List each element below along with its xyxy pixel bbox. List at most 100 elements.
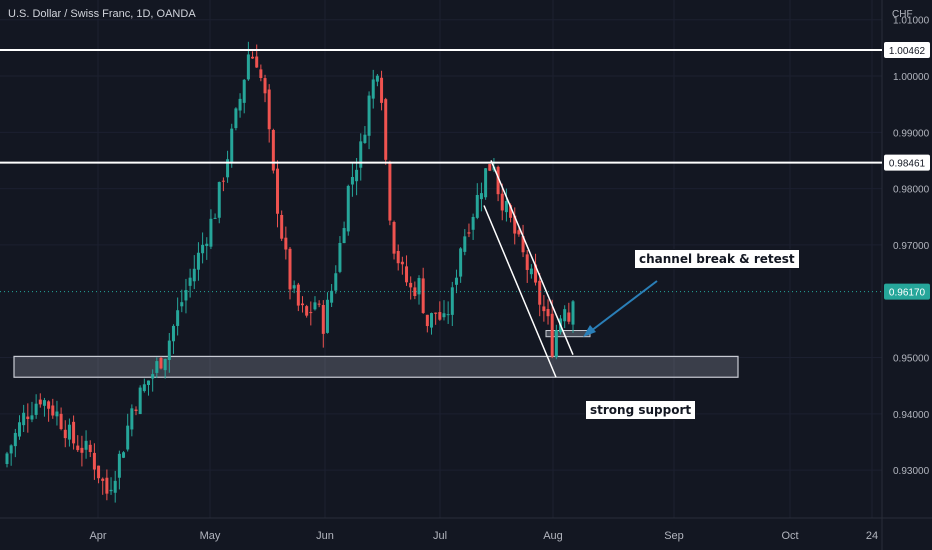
- candle-body: [17, 422, 21, 437]
- candle-body: [363, 134, 367, 143]
- candle-body: [571, 301, 575, 325]
- candle-body: [371, 79, 375, 99]
- candle-body: [446, 314, 450, 316]
- candle-body: [417, 278, 421, 295]
- candle-body: [380, 77, 384, 103]
- current-price-label: 0.96170: [889, 288, 926, 299]
- candle-body: [13, 432, 17, 447]
- chart-title: U.S. Dollar / Swiss Franc, 1D, OANDA: [8, 8, 196, 20]
- candle-body: [475, 194, 479, 218]
- channel-upper-line: [490, 160, 574, 356]
- candle-body: [484, 168, 488, 198]
- candle-body: [471, 216, 475, 230]
- candle-body: [546, 309, 550, 317]
- candle-body: [500, 193, 504, 211]
- candle-body: [176, 310, 180, 326]
- candle-body: [246, 54, 250, 80]
- candle-body: [276, 168, 280, 214]
- candle-body: [251, 56, 255, 59]
- candle-body: [147, 380, 150, 386]
- candle-body: [367, 95, 371, 136]
- candle-body: [42, 400, 46, 406]
- x-tick-label: Oct: [781, 530, 798, 542]
- candle-body: [405, 266, 409, 283]
- candle-body: [317, 303, 321, 305]
- candle-body: [300, 303, 304, 306]
- candle-body: [284, 237, 288, 250]
- candle-body: [305, 306, 309, 316]
- candle-body: [538, 280, 542, 305]
- candle-body: [263, 78, 267, 94]
- candle-body: [217, 182, 221, 218]
- candle-body: [346, 185, 350, 232]
- candle-body: [138, 387, 142, 415]
- candle-body: [338, 242, 342, 272]
- candle-body: [230, 128, 234, 162]
- candle-body: [375, 75, 379, 82]
- candle-body: [180, 302, 184, 307]
- candle-body: [496, 166, 500, 195]
- candle-body: [534, 264, 538, 283]
- candle-body: [88, 444, 92, 453]
- candle-body: [51, 405, 55, 416]
- candle-body: [109, 489, 113, 492]
- candle-body: [192, 268, 196, 282]
- y-tick-label: 0.98000: [893, 185, 930, 196]
- candle-body: [459, 248, 463, 277]
- candle-body: [238, 98, 242, 111]
- candle-body: [542, 306, 546, 312]
- y-tick-label: 1.00000: [893, 72, 930, 83]
- candle-body: [334, 273, 338, 291]
- y-tick-label: 0.94000: [893, 410, 930, 421]
- candle-body: [255, 56, 259, 68]
- candle-body: [509, 205, 513, 218]
- candle-body: [205, 243, 209, 246]
- currency-label: CHF: [892, 9, 913, 20]
- y-tick-label: 0.93000: [893, 466, 930, 477]
- x-tick-label: May: [200, 530, 221, 542]
- candle-body: [550, 313, 554, 357]
- candle-body: [134, 409, 138, 411]
- x-tick-label: Jul: [433, 530, 447, 542]
- x-tick-label: Sep: [664, 530, 684, 542]
- level-price-tag: [884, 154, 930, 171]
- candle-body: [554, 330, 558, 358]
- candle-body: [113, 480, 117, 493]
- y-tick-label: 0.95000: [893, 354, 930, 365]
- candle-body: [184, 290, 188, 301]
- candle-body: [359, 141, 363, 168]
- support-zone: [13, 355, 739, 378]
- candle-body: [413, 287, 417, 297]
- candle-body: [201, 244, 205, 254]
- candle-body: [63, 429, 67, 439]
- candle-body: [47, 401, 51, 409]
- candle-body: [30, 415, 34, 420]
- candle-body: [34, 403, 38, 415]
- candle-body: [234, 108, 238, 129]
- candle-body: [325, 299, 329, 333]
- candle-body: [454, 277, 458, 285]
- candle-body: [563, 309, 567, 322]
- annotation-arrow: [586, 280, 658, 335]
- candle-body: [196, 252, 200, 270]
- candle-body: [421, 278, 425, 313]
- candle-body: [296, 284, 300, 306]
- candle-body: [59, 413, 63, 430]
- candle-body: [384, 99, 388, 160]
- candle-body: [55, 411, 59, 417]
- candle-body: [442, 313, 446, 318]
- candle-body: [188, 277, 192, 286]
- candle-body: [450, 287, 454, 315]
- candle-body: [97, 465, 101, 479]
- candle-body: [117, 453, 121, 478]
- candle-body: [122, 452, 126, 458]
- candle-body: [463, 236, 467, 252]
- annotation-channel-break: channel break & retest: [634, 249, 800, 269]
- candle-body: [76, 445, 80, 451]
- candle-body: [355, 169, 359, 182]
- current-price-tag: [884, 283, 930, 300]
- level-price-label: 1.00462: [889, 46, 926, 57]
- candle-body: [438, 312, 442, 320]
